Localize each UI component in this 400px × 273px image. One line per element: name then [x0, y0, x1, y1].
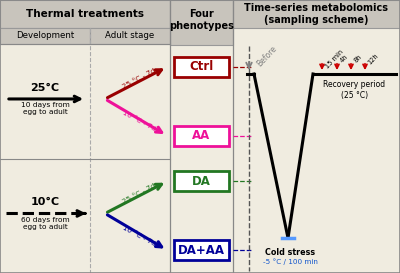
Text: DA: DA [192, 175, 211, 188]
Text: 4h: 4h [339, 54, 349, 64]
Text: 10°C: 10°C [30, 197, 60, 207]
Text: Time-series metabolomics
(sampling scheme): Time-series metabolomics (sampling schem… [244, 3, 388, 25]
Text: 25°C: 25°C [30, 83, 60, 93]
Text: Recovery period
(25 °C): Recovery period (25 °C) [324, 80, 386, 100]
Text: 10 °C - 7d: 10 °C - 7d [122, 110, 156, 132]
Text: Ctrl: Ctrl [189, 60, 214, 73]
Bar [174, 171, 229, 191]
Bar [90, 28, 170, 44]
Text: 12h: 12h [367, 52, 380, 66]
Text: -5 °C / 100 min: -5 °C / 100 min [262, 258, 318, 265]
Bar [0, 0, 170, 28]
Text: DA+AA: DA+AA [178, 244, 225, 257]
Text: 25 °C - 7d: 25 °C - 7d [122, 68, 156, 90]
Text: Adult stage: Adult stage [105, 31, 155, 40]
Bar [233, 0, 400, 28]
Text: Four
phenotypes: Four phenotypes [169, 9, 234, 31]
Text: Cold stress: Cold stress [265, 248, 315, 257]
Bar [174, 126, 229, 146]
Text: 8h: 8h [353, 54, 363, 64]
Text: AA: AA [192, 129, 211, 142]
Text: 10 days from
egg to adult: 10 days from egg to adult [20, 102, 70, 115]
Text: 60 days from
egg to adult: 60 days from egg to adult [21, 217, 69, 230]
Text: 10 °C - 7d: 10 °C - 7d [122, 224, 156, 247]
Text: Development: Development [16, 31, 74, 40]
Bar [170, 0, 233, 45]
Text: 25 °C - 7d: 25 °C - 7d [122, 182, 156, 205]
Bar [174, 240, 229, 260]
Bar [174, 57, 229, 77]
Text: Thermal treatments: Thermal treatments [26, 9, 144, 19]
Text: 15 min: 15 min [324, 49, 344, 70]
Text: Before: Before [255, 44, 278, 68]
Bar [0, 28, 90, 44]
